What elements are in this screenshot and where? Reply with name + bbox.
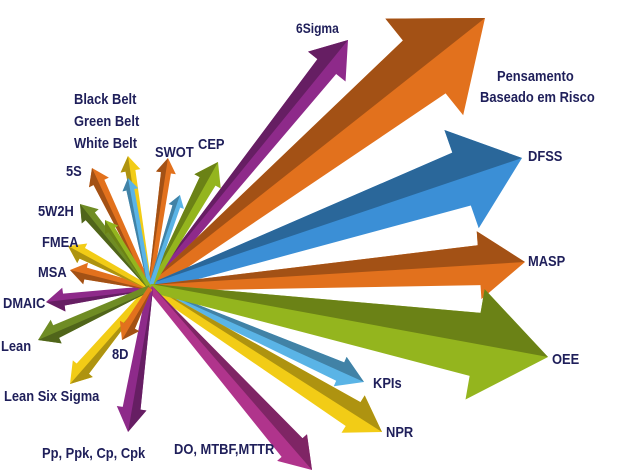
arrow-belts-shade [120, 156, 149, 289]
arrow-kpis-body [149, 286, 364, 387]
arrow-6sigma-body [147, 40, 348, 290]
label-lean-six-sigma: Lean Six Sigma [4, 388, 100, 405]
arrow-dmaic [46, 286, 151, 312]
arrow-cep [148, 162, 221, 289]
label-fmea: FMEA [42, 234, 79, 251]
arrow-5w2h-shade [80, 204, 149, 290]
label-npr: NPR [386, 424, 414, 441]
arrow-lean-six-sigma-body [70, 286, 153, 384]
arrow-pp-ppk-body [116, 287, 153, 432]
arrow-fmea-body [68, 243, 151, 290]
arrow-lean [38, 285, 152, 344]
label-green-belt: Green Belt [74, 113, 140, 130]
arrow-pensamento-shade [147, 18, 485, 285]
arrow-lean-shade [38, 290, 152, 344]
arrow-dfss [148, 130, 522, 292]
arrow-masp-shade [149, 231, 526, 286]
label-black-belt: Black Belt [74, 91, 137, 108]
arrow-pensamento-body [147, 18, 485, 292]
arrow-msa-body [70, 262, 151, 290]
arrow-oee-shade [150, 284, 548, 357]
arrows-back-layer [46, 18, 526, 433]
label-5s: 5S [66, 163, 82, 180]
arrow-8d-shade [122, 288, 152, 340]
arrow-8d-body [119, 287, 152, 340]
arrow-do-mtbf-shade [152, 286, 312, 470]
arrow-extra-3-shade [104, 220, 149, 290]
arrow-extra-2 [148, 195, 184, 289]
arrows-front-layer [38, 284, 549, 470]
arrow-swot [148, 158, 176, 289]
label-masp: MASP [528, 253, 566, 270]
arrow-pp-ppk [116, 287, 153, 432]
arrow-6sigma-shade [147, 40, 348, 287]
arrow-extra-3 [104, 220, 152, 290]
label-lean: Lean [1, 338, 32, 355]
arrow-extra-1-shade [122, 178, 149, 289]
arrow-pensamento [147, 18, 485, 292]
arrow-msa-shade [70, 270, 150, 290]
arrow-npr-shade [151, 285, 382, 432]
arrow-swot-body [148, 158, 176, 289]
label-5w2h: 5W2H [38, 203, 74, 220]
arrow-cep-body [148, 162, 221, 289]
label-pp-ppk-cp-cpk: Pp, Ppk, Cp, Cpk [42, 445, 146, 462]
label-kpis: KPIs [373, 375, 402, 392]
arrow-msa [70, 262, 151, 290]
arrow-extra-2-shade [148, 195, 180, 288]
label-pensamento-line1: Pensamento [497, 68, 574, 85]
arrow-kpis [149, 286, 364, 387]
label-msa: MSA [38, 264, 67, 281]
arrow-cep-shade [148, 162, 218, 288]
label-dfss: DFSS [528, 148, 563, 165]
arrow-6sigma [147, 40, 348, 290]
arrow-npr-body [148, 285, 382, 433]
arrow-kpis-shade [150, 286, 364, 382]
label-do-mtbf-mttr: DO, MTBF,MTTR [174, 441, 275, 458]
label-pensamento-line2: Baseado em Risco [480, 89, 595, 106]
arrow-extra-2-body [148, 195, 184, 289]
arrow-swot-shade [148, 158, 168, 288]
label-cep: CEP [198, 136, 225, 153]
label-dmaic: DMAIC [3, 295, 46, 312]
arrow-masp [149, 231, 526, 300]
arrow-lean-six-sigma [70, 286, 153, 384]
arrow-oee [149, 284, 549, 400]
arrow-pp-ppk-shade [128, 288, 153, 432]
label-swot: SWOT [155, 144, 194, 161]
label-6sigma: 6Sigma [296, 20, 339, 36]
arrow-dmaic-shade [46, 289, 151, 312]
arrow-extra-1 [122, 178, 152, 289]
arrow-extra-3-body [104, 220, 152, 290]
arrow-dfss-shade [148, 130, 522, 285]
arrow-8d [119, 287, 152, 340]
label-oee: OEE [552, 351, 580, 368]
arrow-fmea-shade [68, 246, 150, 290]
arrow-fmea [68, 243, 151, 290]
label-8d: 8D [112, 346, 129, 363]
arrow-do-mtbf-body [147, 286, 312, 470]
label-white-belt: White Belt [74, 135, 138, 152]
arrow-do-mtbf [147, 286, 312, 470]
arrow-npr [148, 285, 382, 433]
